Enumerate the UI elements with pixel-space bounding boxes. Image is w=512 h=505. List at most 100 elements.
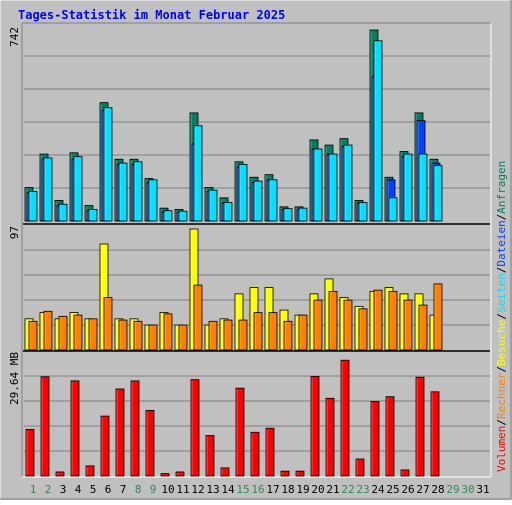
legend-dateien: Dateien (495, 220, 508, 266)
x-tick-label-12: 12 (191, 483, 204, 496)
bar-rechner-day-8 (133, 320, 143, 351)
x-tick-label-20: 20 (311, 483, 324, 496)
bar-volumen-day-2 (40, 376, 50, 477)
bar-rechner-day-9 (148, 324, 158, 351)
x-tick-label-14: 14 (221, 483, 235, 496)
bar-rechner-day-17 (268, 312, 278, 351)
bar-volumen-day-9 (145, 410, 155, 477)
bar-rechner-day-24 (373, 289, 383, 351)
bar-rechner-day-22 (343, 299, 353, 351)
bar-seiten-day-14 (223, 202, 233, 222)
bar-rechner-day-14 (223, 319, 233, 351)
bar-volumen-day-23 (355, 458, 365, 477)
bar-seiten-day-15 (238, 163, 248, 222)
bar-seiten-day-27 (418, 153, 428, 222)
bar-volumen-day-4 (70, 380, 80, 477)
bar-rechner-day-26 (403, 299, 413, 351)
bar-seiten-day-25 (388, 197, 398, 222)
bar-volumen-day-17 (265, 427, 275, 477)
bar-volumen-day-22 (340, 359, 350, 477)
legend-seiten: Seiten (495, 273, 508, 313)
x-tick-label-6: 6 (105, 483, 112, 496)
legend-rechner: Rechner (495, 372, 508, 419)
bar-rechner-day-23 (358, 308, 368, 351)
x-tick-label-4: 4 (75, 483, 82, 496)
bar-seiten-day-8 (133, 161, 143, 222)
bar-rechner-day-2 (43, 310, 53, 351)
legend-separator-1: / (495, 419, 508, 426)
bar-seiten-day-6 (103, 107, 113, 222)
x-tick-label-22: 22 (341, 483, 354, 496)
bar-seiten-day-11 (178, 210, 188, 222)
bar-volumen-day-7 (115, 388, 125, 477)
bar-rechner-day-4 (73, 314, 83, 351)
x-tick-label-17: 17 (266, 483, 279, 496)
bar-seiten-day-3 (58, 203, 68, 222)
bar-rechner-day-12 (193, 284, 203, 351)
x-tick-label-19: 19 (296, 483, 309, 496)
bar-seiten-day-19 (298, 207, 308, 222)
bar-seiten-day-26 (403, 153, 413, 222)
bar-rechner-day-13 (208, 320, 218, 351)
bar-rechner-day-11 (178, 324, 188, 351)
bar-volumen-day-18 (280, 470, 290, 477)
x-tick-label-8: 8 (135, 483, 142, 496)
x-tick-label-9: 9 (150, 483, 157, 496)
x-tick-labels: 1 2 3 4 5 6 7 8 9 10 11 12 13 14 15 16 17 18 19 20 21 22 23 24 2… (30, 483, 490, 496)
legend-besuche: Besuche (495, 320, 508, 366)
bar-volumen-day-20 (310, 376, 320, 477)
bar-volumen-day-27 (415, 376, 425, 477)
bar-seiten-day-10 (163, 210, 173, 222)
bar-volumen-day-6 (100, 415, 110, 477)
x-tick-label-21: 21 (326, 483, 339, 496)
bar-seiten-day-22 (343, 144, 353, 222)
x-tick-label-3: 3 (60, 483, 67, 496)
bar-seiten-day-18 (283, 208, 293, 222)
bar-seiten-day-16 (253, 180, 263, 222)
bar-rechner-day-6 (103, 297, 113, 351)
legend-volumen: Volumen (495, 426, 508, 472)
y-max-label-bottom: 29.64 MB (8, 352, 21, 405)
bar-seiten-day-28 (433, 165, 443, 222)
bar-volumen-day-8 (130, 380, 140, 477)
bar-volumen-day-10 (160, 473, 170, 477)
bar-volumen-day-24 (370, 401, 380, 477)
x-tick-label-10: 10 (161, 483, 174, 496)
x-tick-label-16: 16 (251, 483, 264, 496)
bar-seiten-day-9 (148, 179, 158, 222)
bar-volumen-day-16 (250, 431, 260, 477)
x-tick-label-1: 1 (30, 483, 37, 496)
x-tick-label-25: 25 (386, 483, 399, 496)
x-tick-label-23: 23 (356, 483, 369, 496)
bar-rechner-day-5 (88, 318, 98, 351)
bar-seiten-day-7 (118, 162, 128, 222)
bar-rechner-day-3 (58, 315, 68, 351)
legend-anfragen: Anfragen (495, 161, 508, 214)
bar-seiten-day-4 (73, 156, 83, 222)
legend-separator-4: / (495, 267, 508, 274)
bar-seiten-day-2 (43, 157, 53, 222)
bar-seiten-day-20 (313, 148, 323, 222)
x-tick-label-29: 29 (446, 483, 459, 496)
bar-volumen-day-5 (85, 465, 95, 477)
panel-separators (23, 223, 490, 352)
bar-seiten-day-17 (268, 179, 278, 222)
bar-volumen-day-1 (25, 429, 35, 477)
bar-volumen-day-3 (55, 471, 65, 477)
x-tick-label-28: 28 (431, 483, 444, 496)
bar-seiten-day-21 (328, 153, 338, 222)
bar-volumen-day-26 (400, 469, 410, 477)
x-tick-label-24: 24 (371, 483, 385, 496)
x-tick-label-7: 7 (120, 483, 127, 496)
chart-title: Tages-Statistik im Monat Februar 2025 (18, 8, 285, 22)
x-tick-label-26: 26 (401, 483, 414, 496)
bar-rechner-day-18 (283, 320, 293, 351)
x-tick-label-27: 27 (416, 483, 429, 496)
x-tick-label-31: 31 (476, 483, 489, 496)
bar-seiten-day-12 (193, 125, 203, 222)
legend-separator-3: / (495, 313, 508, 320)
bar-rechner-day-15 (238, 319, 248, 351)
x-tick-label-5: 5 (90, 483, 97, 496)
bar-rechner-day-7 (118, 319, 128, 351)
